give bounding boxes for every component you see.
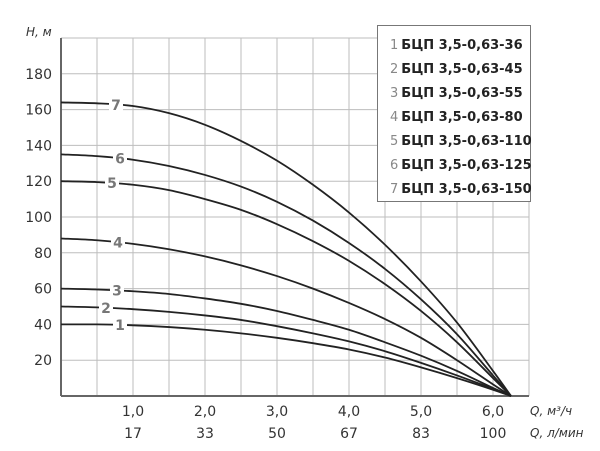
y-tick-label: 140 (25, 138, 52, 154)
curve-5 (60, 180, 512, 397)
curve-label-1: 1 (115, 318, 125, 334)
y-tick-label: 20 (34, 353, 52, 369)
curve-label-3: 3 (112, 283, 122, 299)
curves (60, 101, 512, 397)
legend-item: 3 БЦП 3,5-0,63-55 (390, 82, 530, 106)
y-tick-label: 160 (25, 103, 52, 119)
legend: 1 БЦП 3,5-0,63-36 2 БЦП 3,5-0,63-45 3 БЦП 3,5… (377, 25, 532, 202)
y-tick-label: 60 (34, 282, 52, 298)
x-axis-label-m3h: Q, м³/ч (530, 404, 572, 418)
curve-label-2: 2 (101, 301, 111, 317)
y-tick-label: 180 (25, 67, 52, 83)
y-tick-label: 80 (34, 246, 52, 262)
x-tick-label: 3,0 (266, 404, 288, 420)
legend-item: 1 БЦП 3,5-0,63-36 (390, 34, 530, 58)
x-tick-label: 6,0 (482, 404, 504, 420)
legend-item-number: 7 (390, 182, 399, 197)
x-axis-label-lmin: Q, л/мин (530, 426, 584, 440)
legend-item-label: БЦП 3,5-0,63-150 (401, 182, 532, 197)
curve-label-6: 6 (115, 151, 125, 167)
curve-1 (60, 323, 512, 397)
legend-item-number: 4 (390, 110, 399, 125)
curve-label-4: 4 (113, 235, 123, 251)
y-tick-label: 120 (25, 174, 52, 190)
x-tick-label: 2,0 (194, 404, 216, 420)
curve-4 (60, 237, 512, 397)
curve-7 (60, 101, 512, 397)
y-tick-label: 100 (25, 210, 52, 226)
y-tick-labels: 20 40 60 80 100 120 140 160 180 (25, 67, 52, 369)
y-axis-label: H, м (26, 25, 52, 39)
curve-2 (60, 305, 512, 397)
x-tick-label: 1,0 (122, 404, 144, 420)
curve-label-7: 7 (111, 98, 121, 114)
legend-item-number: 3 (390, 86, 399, 101)
x-tick-label-lmin: 100 (480, 426, 507, 442)
legend-item-label: БЦП 3,5-0,63-36 (401, 38, 523, 53)
legend-item: 6 БЦП 3,5-0,63-125 (390, 154, 532, 178)
legend-item-number: 6 (390, 158, 399, 173)
x-tick-label-lmin: 67 (340, 426, 358, 442)
legend-item: 4 БЦП 3,5-0,63-80 (390, 106, 530, 130)
curve-label-5: 5 (107, 176, 117, 192)
legend-item-label: БЦП 3,5-0,63-55 (401, 86, 523, 101)
legend-item-number: 1 (390, 38, 399, 53)
curve-labels: 123 4 5 6 7 (99, 96, 127, 334)
legend-item-number: 5 (390, 134, 399, 149)
x-tick-label-lmin: 17 (124, 426, 142, 442)
legend-item: 5 БЦП 3,5-0,63-110 (390, 130, 532, 154)
legend-item: 2 БЦП 3,5-0,63-45 (390, 58, 530, 82)
x-tick-label-lmin: 33 (196, 426, 214, 442)
legend-item-number: 2 (390, 62, 399, 77)
x-tick-label: 5,0 (410, 404, 432, 420)
curve-6 (60, 153, 512, 397)
axes (60, 38, 529, 397)
x-tick-label: 4,0 (338, 404, 360, 420)
legend-item-label: БЦП 3,5-0,63-45 (401, 62, 523, 77)
legend-item: 7 БЦП 3,5-0,63-150 (390, 178, 532, 202)
x-tick-labels: 1,0 17 2,0 33 3,0 50 4,0 67 5,0 83 6,0 100 (122, 404, 507, 442)
curve-3 (60, 287, 512, 397)
legend-item-label: БЦП 3,5-0,63-110 (401, 134, 532, 149)
x-tick-label-lmin: 50 (268, 426, 286, 442)
y-tick-label: 40 (34, 317, 52, 333)
legend-item-label: БЦП 3,5-0,63-80 (401, 110, 523, 125)
x-tick-label-lmin: 83 (412, 426, 430, 442)
legend-item-label: БЦП 3,5-0,63-125 (401, 158, 532, 173)
